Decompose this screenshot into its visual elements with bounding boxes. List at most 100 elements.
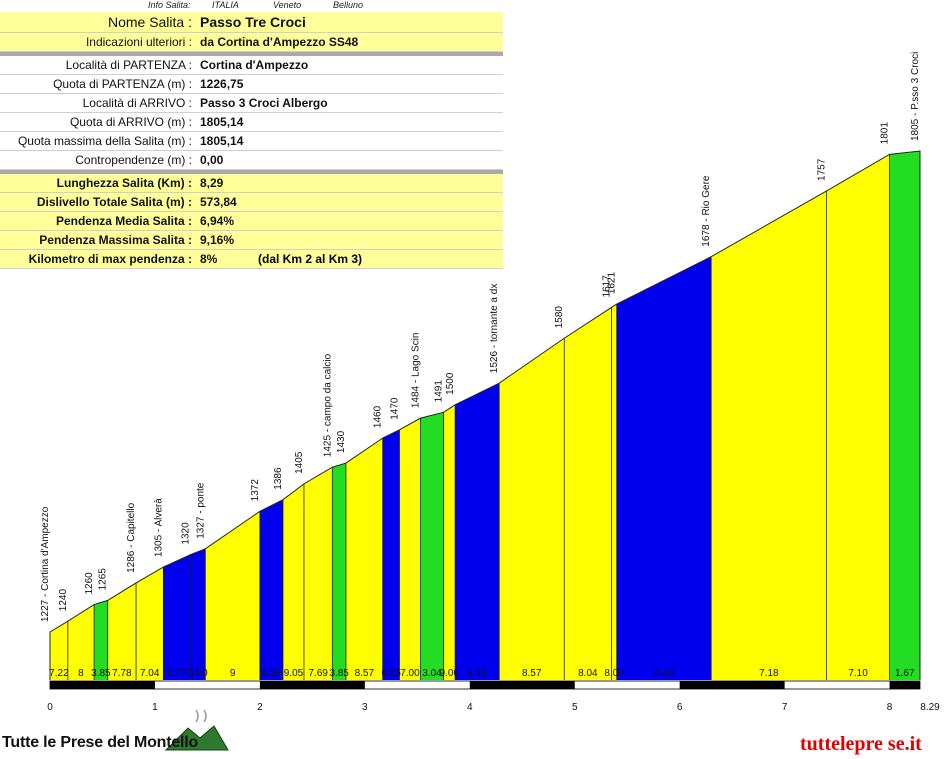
profile-segment — [67, 604, 95, 680]
value-quota-massima: 1805,14 — [200, 134, 244, 148]
scale-bar-block — [889, 681, 920, 689]
segment-grade: 3.85 — [329, 668, 349, 679]
label-quota-arrivo: Quota di ARRIVO (m) : — [69, 115, 192, 129]
altitude-label: 1484 - Lago Scin — [410, 333, 421, 409]
altitude-label: 1621 — [607, 271, 618, 294]
profile-segment — [332, 463, 346, 680]
profile-segment — [399, 418, 421, 680]
km-tick-label: 5 — [572, 702, 578, 713]
segment-grade: 9.00 — [440, 668, 460, 679]
km-tick-label: 8.29 — [920, 702, 940, 713]
value-localita-arrivo: Passo 3 Croci Albergo — [200, 96, 328, 110]
segment-grade: 6.19 — [467, 668, 487, 679]
profile-segment — [826, 154, 890, 680]
km-tick-label: 7 — [782, 702, 788, 713]
label-indicazioni: Indicazioni ulteriori : — [85, 35, 192, 49]
profile-segment — [420, 412, 444, 680]
profile-segment — [259, 499, 283, 680]
label-localita-arrivo: Località di ARRIVO : — [82, 96, 192, 110]
segment-grade: 6.36 — [262, 668, 282, 679]
profile-segment — [564, 307, 612, 680]
segment-grade: 5.77 — [167, 668, 187, 679]
profile-segment — [136, 567, 164, 680]
altitude-label: 1320 — [181, 522, 192, 545]
scale-bar-block — [469, 681, 575, 689]
value-quota-partenza: 1226,75 — [200, 77, 244, 91]
segment-grade: 9 — [230, 668, 236, 679]
segment-dividers — [49, 150, 921, 680]
altitude-label: 1305 - Alverà — [153, 498, 164, 557]
km-tick-label: 4 — [467, 702, 473, 713]
segment-grade: 5.00 — [188, 668, 208, 679]
profile-segment — [205, 511, 260, 680]
label-km-max-pendenza: Kilometro di max pendenza : — [28, 252, 192, 266]
segment-grade: 7.69 — [308, 668, 328, 679]
brand-right-link[interactable]: tuttelepre se.it — [800, 733, 922, 755]
label-localita-partenza: Località di PARTENZA : — [65, 58, 192, 72]
profile-segment — [443, 404, 456, 680]
km-scale-bar — [49, 680, 921, 690]
value-indicazioni: da Cortina d'Ampezzo SS48 — [200, 35, 359, 49]
label-lunghezza: Lunghezza Salita (Km) : — [56, 176, 192, 190]
row-indicazioni: Indicazioni ulteriori : da Cortina d'Amp… — [0, 33, 503, 52]
profile-segment — [107, 582, 137, 680]
altitude-label: 1405 — [294, 451, 305, 474]
mountain-logo-icon — [164, 709, 229, 751]
altitude-label: 1678 - Rio Gere — [701, 175, 712, 247]
segment-grade: 7.22 — [49, 668, 69, 679]
km-tick-label: 0 — [47, 702, 53, 713]
profile-segment — [455, 383, 500, 680]
altitude-label: 1470 — [389, 397, 400, 420]
altitude-label: 1327 - ponte — [195, 482, 206, 539]
profile-segment — [282, 483, 304, 680]
profile-segment — [345, 438, 383, 680]
brand-left: Tutte le Prese del Montello — [2, 734, 199, 751]
label-contropendenze: Contropendenze (m) : — [75, 153, 192, 167]
segment-grade-labels: 7.22 8 3.85 7.78 7.04 5.77 5.00 9 6.36 9.05 7.69 3.… — [49, 668, 915, 679]
segment-grade: 9.05 — [284, 668, 304, 679]
km-tick-label: 8 — [887, 702, 893, 713]
profile-segment — [303, 467, 333, 680]
value-localita-partenza: Cortina d'Ampezzo — [200, 58, 309, 72]
segment-grade: 1.67 — [895, 668, 915, 679]
altitude-label: 1580 — [554, 306, 565, 329]
segment-grade: 7.18 — [759, 668, 779, 679]
row-contropendenze: Contropendenze (m) : 0,00 — [0, 151, 503, 170]
profile-areas — [50, 151, 920, 680]
separator — [0, 170, 503, 174]
segment-grade: 3.85 — [91, 668, 111, 679]
value-km-max-pendenza: 8% — [200, 252, 218, 266]
value-pendenza-massima: 9,16% — [200, 233, 235, 247]
row-pendenza-massima: Pendenza Massima Salita : 9,16% — [0, 231, 503, 250]
label-quota-massima: Quota massima della Salita (m) : — [17, 134, 192, 148]
value-pendenza-media: 6,94% — [200, 214, 235, 228]
separator — [0, 52, 503, 56]
altitude-label: 1372 — [250, 479, 261, 502]
info-header-region: Veneto — [273, 0, 302, 10]
segment-grade: 7.10 — [848, 668, 868, 679]
mountain-smoke — [195, 709, 207, 723]
altitude-label: 1500 — [445, 372, 456, 395]
altitude-label: 1430 — [336, 430, 347, 453]
profile-segment — [382, 429, 400, 680]
profile-segment — [499, 338, 565, 680]
value-dislivello: 573,84 — [200, 195, 237, 209]
km-tick-labels: 0 1 2 3 4 5 6 7 8 8.29 — [47, 702, 940, 713]
profile-segment — [94, 600, 108, 680]
altitude-label: 1240 — [58, 588, 69, 611]
info-header-country: ITALIA — [212, 0, 239, 10]
value-contropendenze: 0,00 — [200, 153, 224, 167]
segment-grade: 8.57 — [522, 668, 542, 679]
row-nome-salita: Nome Salita : Passo Tre Croci — [0, 12, 503, 33]
km-tick-label: 1 — [152, 702, 158, 713]
segment-grade: 8.00 — [604, 668, 624, 679]
value-km-max-range: (dal Km 2 al Km 3) — [258, 252, 363, 266]
altitude-label: 1286 - Capitello — [126, 502, 137, 572]
profile-segment — [190, 548, 206, 680]
info-header-province: Belluno — [333, 0, 364, 10]
row-quota-partenza: Quota di PARTENZA (m) : 1226,75 — [0, 75, 503, 94]
value-quota-arrivo: 1805,14 — [200, 115, 244, 129]
mountain-shape — [164, 725, 229, 751]
altitude-label: 1425 - campo da calcio — [322, 353, 333, 457]
profile-segment — [889, 151, 920, 680]
